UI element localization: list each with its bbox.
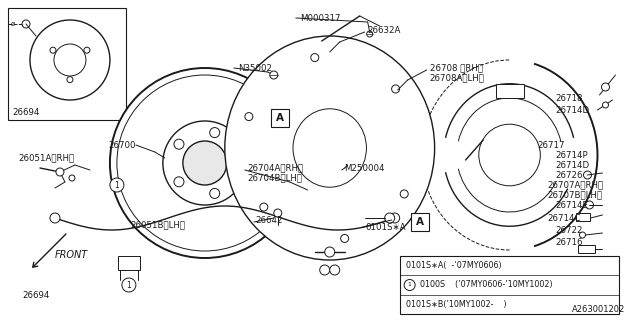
Text: 26722: 26722: [556, 226, 583, 235]
Circle shape: [117, 75, 292, 251]
Circle shape: [390, 213, 399, 223]
Text: 26632A: 26632A: [368, 26, 401, 35]
Bar: [577, 245, 595, 253]
Text: 26714P: 26714P: [556, 150, 588, 159]
Circle shape: [579, 232, 586, 238]
Circle shape: [586, 201, 593, 209]
Text: A: A: [276, 113, 284, 123]
Circle shape: [260, 203, 268, 211]
Circle shape: [22, 20, 30, 28]
Circle shape: [110, 68, 300, 258]
Circle shape: [274, 209, 282, 217]
Text: 26700: 26700: [108, 140, 136, 149]
Circle shape: [56, 168, 64, 176]
Text: 26716: 26716: [556, 237, 583, 246]
Circle shape: [324, 247, 335, 257]
Text: M250004: M250004: [344, 164, 384, 172]
Text: 26726: 26726: [556, 171, 583, 180]
Bar: [411, 213, 429, 231]
Circle shape: [183, 141, 227, 185]
Text: 26714C: 26714C: [548, 213, 581, 222]
Circle shape: [67, 76, 73, 83]
Circle shape: [479, 124, 540, 186]
Circle shape: [400, 190, 408, 198]
Circle shape: [163, 121, 247, 205]
Text: FRONT: FRONT: [55, 250, 88, 260]
Circle shape: [245, 113, 253, 121]
Text: 26694: 26694: [22, 292, 49, 300]
Bar: [399, 256, 620, 314]
Bar: [575, 213, 591, 221]
Circle shape: [122, 278, 136, 292]
Circle shape: [330, 265, 340, 275]
Circle shape: [340, 235, 349, 243]
Circle shape: [367, 31, 372, 37]
Text: ø: ø: [11, 21, 15, 27]
Circle shape: [602, 83, 609, 91]
Circle shape: [320, 265, 330, 275]
Circle shape: [30, 20, 110, 100]
Circle shape: [210, 188, 220, 198]
Text: 26708A〈LH〉: 26708A〈LH〉: [429, 74, 484, 83]
Circle shape: [232, 158, 242, 168]
Circle shape: [385, 213, 395, 223]
Bar: [271, 109, 289, 127]
Text: 26718: 26718: [556, 93, 583, 102]
Circle shape: [311, 53, 319, 61]
Ellipse shape: [225, 36, 435, 260]
Text: 0101S∗A(  -’07MY0606): 0101S∗A( -’07MY0606): [406, 261, 501, 270]
Circle shape: [210, 128, 220, 138]
Circle shape: [270, 71, 278, 79]
Circle shape: [602, 102, 609, 108]
Text: A: A: [415, 217, 424, 227]
Circle shape: [174, 139, 184, 149]
Text: 26707A〈RH〉: 26707A〈RH〉: [548, 180, 604, 189]
Text: A263001202: A263001202: [572, 306, 625, 315]
Circle shape: [584, 171, 591, 179]
Text: 26717: 26717: [538, 140, 565, 149]
Circle shape: [404, 279, 415, 291]
Text: 26707B〈LH〉: 26707B〈LH〉: [548, 190, 602, 199]
Circle shape: [174, 177, 184, 187]
Circle shape: [392, 85, 399, 93]
Text: 1: 1: [408, 283, 412, 287]
Text: 26642: 26642: [256, 215, 284, 225]
Text: 26708 〈RH〉: 26708 〈RH〉: [429, 63, 483, 73]
Circle shape: [54, 44, 86, 76]
Text: 26714E: 26714E: [556, 201, 589, 210]
Circle shape: [50, 47, 56, 53]
Text: 26694: 26694: [12, 108, 40, 116]
Circle shape: [50, 213, 60, 223]
Ellipse shape: [293, 109, 367, 187]
Text: N35002: N35002: [238, 63, 272, 73]
Text: 26704A〈RH〉: 26704A〈RH〉: [248, 164, 304, 172]
Text: 0100S    (’07MY0606-’10MY1002): 0100S (’07MY0606-’10MY1002): [420, 281, 552, 290]
Bar: [8, 8, 126, 120]
Text: 26051A〈RH〉: 26051A〈RH〉: [18, 154, 74, 163]
Text: 26714D: 26714D: [556, 106, 589, 115]
Circle shape: [110, 178, 124, 192]
Text: 1: 1: [127, 281, 131, 290]
Bar: [118, 256, 140, 270]
Text: 26714D: 26714D: [556, 161, 589, 170]
Text: 26051B〈LH〉: 26051B〈LH〉: [130, 220, 185, 229]
Circle shape: [573, 259, 582, 267]
Text: 1: 1: [115, 180, 119, 189]
Text: 26704B〈LH〉: 26704B〈LH〉: [248, 173, 303, 182]
Bar: [495, 84, 524, 98]
Circle shape: [84, 47, 90, 53]
Text: M000317: M000317: [300, 13, 340, 22]
Text: 0101S∗B(’10MY1002-    ): 0101S∗B(’10MY1002- ): [406, 300, 506, 309]
Circle shape: [69, 175, 75, 181]
Text: 0101S∗A: 0101S∗A: [365, 222, 406, 231]
Circle shape: [570, 274, 575, 280]
